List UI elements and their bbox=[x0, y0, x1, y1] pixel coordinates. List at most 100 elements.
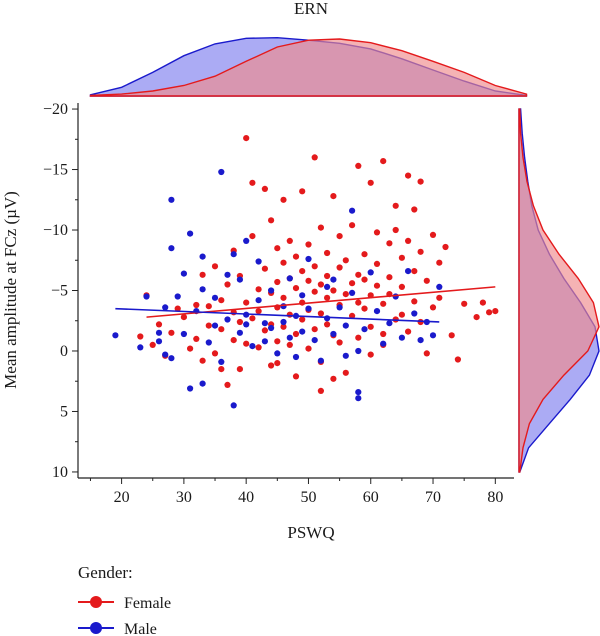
x-tick-label: 20 bbox=[114, 489, 130, 506]
data-point-male bbox=[236, 276, 243, 283]
data-point-female bbox=[274, 338, 281, 345]
data-point-male bbox=[274, 350, 281, 357]
data-point-female bbox=[174, 305, 181, 312]
data-point-male bbox=[174, 293, 181, 300]
data-point-male bbox=[373, 308, 381, 315]
legend-female-label: Female bbox=[124, 595, 171, 612]
data-point-male bbox=[317, 357, 324, 364]
data-point-female bbox=[274, 278, 281, 286]
data-point-female bbox=[193, 335, 200, 342]
y-tick-label: −20 bbox=[43, 101, 68, 118]
data-point-female bbox=[342, 291, 349, 298]
data-point-female bbox=[311, 326, 318, 333]
data-point-female bbox=[423, 277, 430, 284]
data-point-female bbox=[205, 322, 212, 329]
data-point-female bbox=[243, 135, 250, 142]
data-point-female bbox=[292, 253, 300, 260]
data-point-male bbox=[255, 297, 262, 304]
data-point-female bbox=[392, 226, 399, 234]
data-point-female bbox=[218, 326, 225, 333]
data-point-male bbox=[205, 339, 212, 346]
data-point-female bbox=[336, 339, 343, 346]
data-point-female bbox=[367, 323, 374, 330]
data-point-female bbox=[473, 314, 480, 321]
data-point-female bbox=[355, 299, 362, 306]
data-point-male bbox=[405, 268, 412, 275]
y-tick-label: 0 bbox=[60, 343, 68, 360]
data-point-female bbox=[255, 344, 262, 351]
data-point-female bbox=[149, 341, 156, 348]
data-point-female bbox=[411, 206, 418, 213]
data-point-male bbox=[243, 321, 250, 328]
data-point-male bbox=[261, 338, 268, 345]
data-point-male bbox=[324, 283, 331, 290]
data-point-male bbox=[330, 330, 337, 338]
data-point-female bbox=[448, 332, 455, 339]
data-point-female bbox=[429, 304, 437, 311]
data-point-female bbox=[236, 318, 243, 326]
trend-lines bbox=[115, 286, 496, 323]
data-point-female bbox=[330, 193, 337, 200]
x-tick-label: 80 bbox=[487, 489, 503, 506]
data-point-male bbox=[261, 320, 268, 327]
data-point-female bbox=[380, 300, 387, 307]
data-point-male bbox=[211, 294, 219, 301]
data-point-female bbox=[305, 241, 312, 248]
data-point-male bbox=[324, 315, 331, 322]
data-point-female bbox=[299, 268, 306, 275]
data-point-female bbox=[274, 245, 281, 252]
data-point-female bbox=[224, 281, 231, 288]
data-point-male bbox=[143, 293, 150, 300]
data-point-female bbox=[405, 237, 412, 244]
data-point-female bbox=[305, 345, 312, 352]
data-point-female bbox=[355, 334, 362, 341]
data-point-female bbox=[199, 271, 206, 278]
data-point-male bbox=[349, 207, 356, 214]
data-point-female bbox=[280, 259, 287, 266]
data-point-male bbox=[180, 270, 187, 277]
data-point-male bbox=[255, 258, 262, 265]
data-point-male bbox=[268, 287, 275, 294]
data-point-female bbox=[454, 356, 461, 363]
data-point-female bbox=[386, 274, 393, 281]
data-point-female bbox=[349, 222, 356, 229]
x-tick-label: 70 bbox=[425, 489, 441, 506]
data-point-male bbox=[236, 329, 243, 336]
y-tick-label: −15 bbox=[43, 162, 68, 179]
data-point-male bbox=[436, 283, 443, 290]
chart-title: ERN bbox=[294, 0, 328, 18]
legend-male-marker bbox=[90, 622, 102, 634]
data-point-female bbox=[442, 243, 449, 251]
data-point-male bbox=[224, 271, 231, 278]
data-point-female bbox=[324, 321, 331, 328]
data-point-female bbox=[317, 281, 324, 288]
data-point-female bbox=[417, 178, 424, 185]
data-point-male bbox=[411, 310, 418, 317]
data-point-female bbox=[292, 373, 300, 380]
data-point-female bbox=[486, 309, 493, 316]
data-point-male bbox=[349, 289, 356, 296]
y-axis-ticks: −20 −15 −10 −5 0 5 10 bbox=[43, 101, 78, 481]
data-point-male bbox=[330, 276, 337, 283]
data-point-male bbox=[180, 330, 187, 338]
data-point-female bbox=[317, 224, 324, 231]
data-point-female bbox=[367, 351, 374, 358]
top-marginal-density bbox=[89, 36, 528, 97]
data-point-male bbox=[286, 275, 293, 282]
data-point-female bbox=[429, 231, 437, 238]
data-point-female bbox=[355, 162, 362, 169]
right-density-female bbox=[518, 108, 600, 473]
data-point-female bbox=[243, 299, 250, 306]
x-tick-label: 60 bbox=[363, 489, 379, 506]
data-point-female bbox=[361, 251, 368, 258]
data-point-male bbox=[336, 304, 343, 311]
data-point-male bbox=[342, 322, 349, 329]
data-point-male bbox=[155, 338, 163, 345]
data-point-female bbox=[187, 345, 194, 352]
data-point-female bbox=[479, 299, 486, 306]
data-point-female bbox=[199, 357, 206, 364]
x-tick-label: 40 bbox=[238, 489, 254, 506]
data-point-female bbox=[411, 268, 418, 275]
data-point-female bbox=[218, 297, 225, 304]
